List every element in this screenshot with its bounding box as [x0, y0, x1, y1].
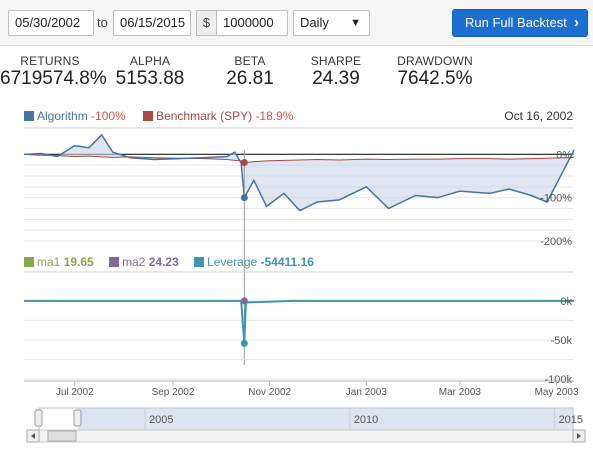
ma-hover-point	[240, 297, 248, 305]
navigator-left-handle	[34, 409, 43, 427]
legend-item-benchmark[interactable]: Benchmark (SPY) -18.9%	[143, 109, 293, 123]
ma1-swatch	[24, 257, 34, 267]
stat-value: 24.39	[312, 68, 360, 89]
returns-legend: Algorithm -100% Benchmark (SPY) -18.9%	[24, 109, 293, 123]
stat-value: 26.81	[226, 68, 274, 89]
caret-down-icon: ▼	[350, 17, 361, 29]
start-date-input[interactable]: 05/30/2002	[8, 10, 94, 36]
frequency-value: Daily	[300, 15, 329, 30]
returns-axis-tick: 0%	[556, 149, 572, 161]
x-axis-tick-label: Sep 2002	[152, 387, 195, 398]
capital-input[interactable]: 1000000	[216, 10, 288, 36]
x-axis-tick-label: Jan 2003	[346, 387, 388, 398]
navigator-year-label: 2010	[354, 414, 378, 426]
lower-axis-tick: -100k	[544, 374, 572, 386]
scroll-left-button	[26, 429, 40, 443]
benchmark-swatch	[143, 111, 154, 121]
backtest-toolbar: 05/30/2002 to 06/15/2015 $ 1000000 Daily…	[0, 0, 593, 46]
navigator-track	[38, 407, 574, 431]
navigator-year-label: 2005	[149, 414, 173, 426]
benchmark-hover-point	[240, 159, 248, 167]
scrollbar-track	[38, 429, 574, 443]
stat-label: ALPHA	[129, 54, 171, 68]
stat-value: 7642.5%	[397, 68, 473, 89]
ma2-label: ma2	[122, 255, 146, 269]
drawdown-area	[24, 134, 574, 211]
navigator-outside-mask	[78, 408, 573, 430]
navigator-year-label: 2015	[559, 414, 583, 426]
end-date-input[interactable]: 06/15/2015	[113, 10, 191, 36]
lower-axis-ticks: 0k -50k -100k	[544, 296, 572, 386]
leverage-hover-point	[240, 339, 248, 347]
stat-value: 6719574.8%	[0, 68, 107, 89]
benchmark-label: Benchmark (SPY)	[156, 109, 253, 123]
stat-alpha: ALPHA 5153.88	[100, 54, 200, 90]
returns-axis-ticks: 0% -100% -200%	[540, 149, 572, 248]
returns-lines	[23, 133, 575, 365]
run-button-label: Run Full Backtest	[465, 15, 567, 30]
lower-legend: ma1 19.65 ma2 24.23 Leverage -54411.16	[24, 255, 314, 269]
legend-item-ma1[interactable]: ma1 19.65	[24, 255, 97, 269]
x-axis-tick-label: Mar 2003	[439, 387, 482, 398]
range-navigator: 2005 2010 2015	[26, 407, 586, 443]
algorithm-hover-point	[240, 194, 248, 202]
currency-symbol: $	[196, 10, 216, 36]
legend-item-algorithm[interactable]: Algorithm -100%	[24, 109, 129, 123]
chevron-right-icon: ›	[574, 14, 579, 31]
algorithm-label: Algorithm	[37, 109, 88, 123]
x-axis-tick-label: Nov 2002	[248, 387, 291, 398]
ma1-label: ma1	[37, 255, 61, 269]
x-axis-ticks: Jul 2002 Sep 2002 Nov 2002 Jan 2003 Mar 2003…	[24, 380, 579, 398]
hover-date: Oct 16, 2002	[504, 109, 573, 123]
lower-axis-tick: 0k	[560, 296, 572, 308]
stat-sharpe: SHARPE 24.39	[286, 54, 386, 90]
leverage-label: Leverage	[207, 255, 258, 269]
run-full-backtest-button[interactable]: Run Full Backtest ›	[452, 9, 588, 37]
returns-fill	[24, 134, 574, 211]
x-axis-tick-label: May 2003	[535, 387, 579, 398]
stat-drawdown: DRAWDOWN 7642.5%	[382, 54, 488, 90]
frequency-select[interactable]: Daily ▼	[293, 10, 370, 36]
algorithm-swatch	[24, 111, 34, 121]
scrollbar-thumb	[47, 430, 77, 442]
stat-beta: BETA 26.81	[200, 54, 300, 90]
ma2-value: 24.23	[148, 255, 179, 269]
returns-axis-tick: -100%	[540, 193, 572, 205]
stat-label: SHARPE	[310, 54, 362, 68]
stat-label: DRAWDOWN	[397, 54, 473, 68]
x-axis-tick-label: Jul 2002	[56, 387, 94, 398]
lower-lines	[24, 297, 574, 347]
stat-label: BETA	[234, 54, 266, 68]
scroll-right-button	[572, 429, 586, 443]
legend-item-ma2[interactable]: ma2 24.23	[109, 255, 182, 269]
leverage-value: -54411.16	[260, 255, 314, 269]
lower-grid	[24, 271, 574, 380]
benchmark-line	[23, 153, 575, 164]
returns-axis-tick: -200%	[540, 236, 572, 248]
scroll-left-arrow-icon	[31, 433, 35, 439]
lower-axis-tick: -50k	[551, 335, 573, 347]
stat-returns: RETURNS 6719574.8%	[0, 54, 107, 90]
leverage-swatch	[194, 257, 205, 267]
stat-label: RETURNS	[20, 54, 80, 68]
ma2-swatch	[109, 257, 120, 267]
navigator-right-handle	[73, 409, 82, 427]
leverage-line	[24, 299, 574, 344]
ma1-value: 19.65	[63, 255, 94, 269]
legend-item-leverage[interactable]: Leverage -54411.16	[194, 255, 314, 269]
scroll-right-arrow-icon	[577, 433, 581, 439]
to-label: to	[97, 15, 108, 30]
algorithm-line	[23, 133, 575, 212]
benchmark-value: -18.9%	[255, 109, 294, 123]
algorithm-value: -100%	[91, 109, 126, 123]
returns-grid	[24, 127, 574, 242]
stat-value: 5153.88	[115, 68, 185, 89]
